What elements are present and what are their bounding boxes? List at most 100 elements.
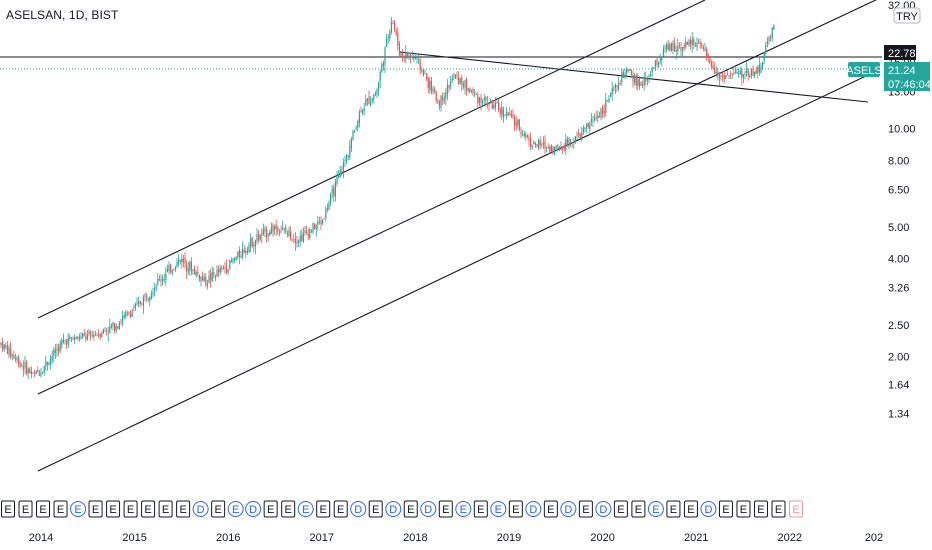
currency-badge[interactable]: TRY (893, 7, 921, 24)
earnings-marker[interactable]: E (123, 500, 138, 518)
earnings-marker[interactable]: E (789, 500, 803, 518)
earnings-marker[interactable]: E (176, 500, 191, 518)
earnings-marker[interactable]: E (771, 500, 786, 518)
earnings-marker[interactable]: E (316, 500, 331, 518)
candle (726, 70, 728, 76)
dividend-marker[interactable]: D (420, 501, 437, 517)
svg-text:E: E (109, 504, 116, 516)
earnings-marker[interactable]: E (211, 500, 226, 518)
candle (474, 89, 476, 98)
candle (10, 341, 12, 359)
earnings-marker[interactable]: E (263, 500, 278, 518)
earnings-marker[interactable]: E (403, 500, 418, 518)
candle (37, 366, 39, 373)
candle (286, 230, 288, 238)
candle (152, 287, 154, 298)
dividend-marker[interactable]: D (350, 501, 367, 517)
candle (594, 113, 596, 123)
candle (221, 265, 223, 272)
y-tick-label: 2.00 (888, 352, 909, 364)
candle (499, 107, 501, 118)
dividend-marker[interactable]: D (192, 501, 209, 517)
candle (282, 220, 284, 231)
candle (483, 93, 485, 105)
earnings-marker[interactable]: E (631, 500, 646, 518)
candle (61, 337, 63, 349)
earnings-marker[interactable]: E (543, 500, 558, 518)
candle (658, 61, 660, 69)
earnings-marker[interactable]: E (53, 500, 68, 518)
svg-text:TRY: TRY (896, 11, 918, 23)
dividend-marker[interactable]: D (560, 501, 577, 517)
dividend-marker[interactable]: D (385, 501, 402, 517)
candle (210, 268, 212, 288)
svg-text:D: D (564, 504, 572, 516)
candle (605, 92, 607, 117)
dividend-marker[interactable]: D (595, 501, 612, 517)
candle (56, 343, 58, 358)
candle (294, 231, 296, 251)
dividend-marker[interactable]: E (70, 501, 87, 517)
earnings-marker[interactable]: E (753, 500, 768, 518)
channel-upper-line[interactable] (37, 0, 706, 319)
earnings-marker[interactable]: E (333, 500, 348, 518)
earnings-marker[interactable]: E (1, 500, 15, 518)
earnings-marker[interactable]: E (473, 500, 488, 518)
candle (720, 74, 722, 81)
earnings-marker[interactable]: E (438, 500, 453, 518)
channel-lower-line[interactable] (37, 74, 869, 472)
channel-middle-line[interactable] (37, 0, 880, 395)
dividend-marker[interactable]: E (490, 501, 507, 517)
earnings-marker[interactable]: E (368, 500, 383, 518)
candle (678, 42, 680, 49)
candle (90, 330, 92, 341)
svg-text:E: E (337, 504, 344, 516)
candle (680, 42, 682, 58)
earnings-marker[interactable]: E (613, 500, 628, 518)
candle (94, 331, 96, 337)
earnings-marker[interactable]: E (18, 500, 33, 518)
candle (467, 88, 469, 93)
candle (128, 311, 130, 316)
dividend-marker[interactable]: E (455, 501, 472, 517)
earnings-marker[interactable]: E (88, 500, 103, 518)
earnings-marker[interactable]: E (141, 500, 156, 518)
dividend-marker[interactable]: E (297, 501, 314, 517)
candle (400, 50, 402, 58)
candle (131, 308, 133, 317)
dividend-marker[interactable]: E (647, 501, 664, 517)
earnings-marker[interactable]: E (36, 500, 51, 518)
candle (744, 70, 746, 80)
earnings-marker[interactable]: E (158, 500, 173, 518)
earnings-marker[interactable]: E (106, 500, 121, 518)
candle (112, 321, 114, 331)
earnings-marker[interactable]: E (508, 500, 523, 518)
candle (104, 326, 106, 332)
earnings-marker[interactable]: E (736, 500, 751, 518)
candle (432, 85, 434, 95)
earnings-marker[interactable]: E (578, 500, 593, 518)
candle (450, 75, 452, 90)
candle (306, 225, 308, 235)
candle (141, 302, 143, 305)
dividend-marker[interactable]: D (700, 501, 717, 517)
dividend-marker[interactable]: E (227, 501, 244, 517)
earnings-marker[interactable]: E (718, 500, 733, 518)
earnings-marker[interactable]: E (281, 500, 296, 518)
candle (338, 169, 340, 179)
earnings-marker[interactable]: E (666, 500, 681, 518)
candle (240, 250, 242, 259)
candle (637, 73, 639, 91)
candle (462, 80, 464, 90)
candle (584, 127, 586, 133)
dividend-marker[interactable]: D (525, 501, 542, 517)
candle (358, 109, 360, 128)
dividend-marker[interactable]: D (245, 501, 262, 517)
earnings-marker[interactable]: E (683, 500, 698, 518)
candle (750, 68, 752, 79)
svg-text:E: E (670, 504, 677, 516)
candle (552, 145, 554, 156)
symbol-price-tag: ASELS (846, 62, 882, 77)
